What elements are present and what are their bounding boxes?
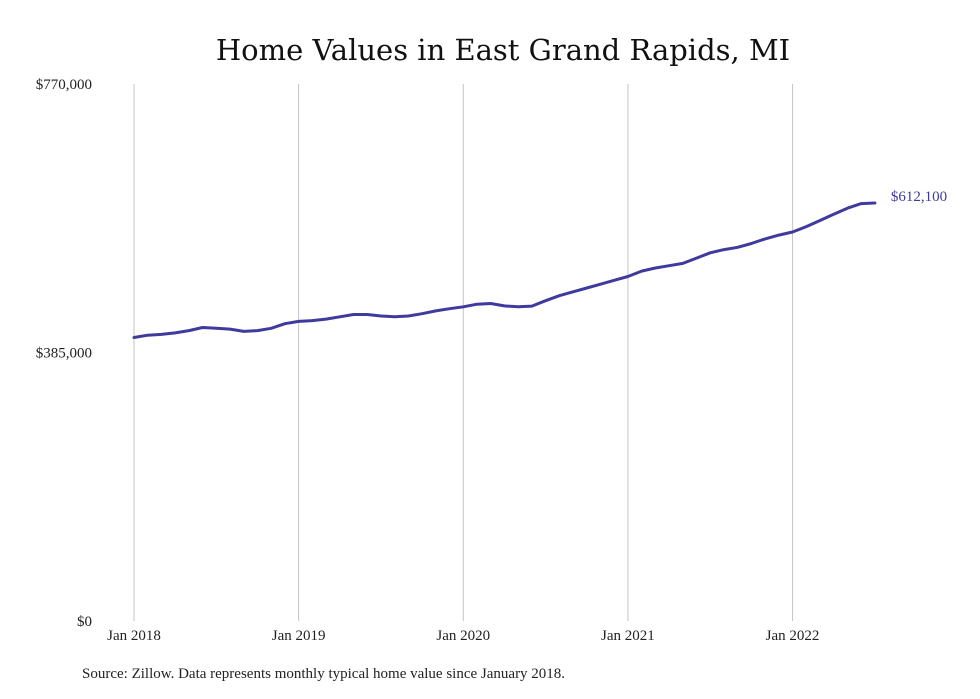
end-value-label: $612,100: [891, 189, 947, 205]
x-tick-label: Jan 2019: [272, 628, 326, 644]
source-note: Source: Zillow. Data represents monthly …: [82, 666, 566, 682]
chart-title: Home Values in East Grand Rapids, MI: [216, 33, 790, 67]
series-line-0: [132, 201, 877, 339]
y-tick-label: $770,000: [36, 77, 92, 93]
vertical-gridlines: [133, 84, 794, 621]
y-tick-label: $385,000: [36, 346, 92, 362]
x-tick-label: Jan 2018: [107, 628, 161, 644]
y-tick-label: $0: [77, 614, 92, 630]
x-tick-label: Jan 2020: [436, 628, 490, 644]
x-axis-tick-labels: Jan 2018 Jan 2019 Jan 2020 Jan 2021 Jan 2022: [107, 628, 819, 644]
x-tick-label: Jan 2022: [766, 628, 820, 644]
x-tick-label: Jan 2021: [601, 628, 655, 644]
series-layer: $612,100: [132, 189, 947, 339]
y-axis-tick-labels: $0 $385,000 $770,000: [36, 77, 92, 630]
